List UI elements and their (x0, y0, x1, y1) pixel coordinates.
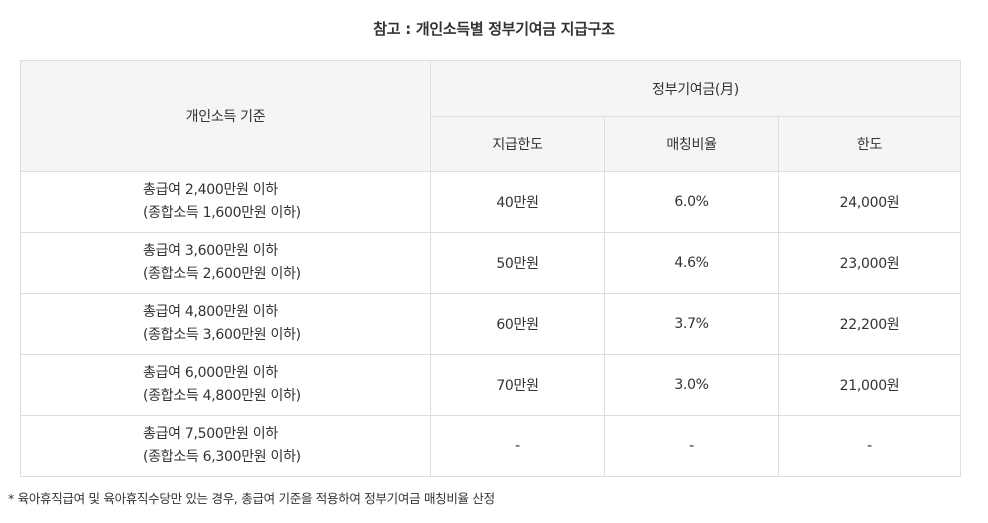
header-income-criteria: 개인소득 기준 (20, 60, 431, 172)
cap-cell: 24,000원 (778, 171, 961, 233)
header-cap: 한도 (778, 116, 961, 172)
matching-ratio-cell: - (604, 415, 779, 477)
payment-limit-cell: 60만원 (430, 293, 605, 355)
gross-salary-text: 총급여 7,500만원 이하 (143, 426, 278, 442)
table-row: 총급여 7,500만원 이하 (종합소득 6,300만원 이하) - - - (20, 415, 961, 477)
contribution-table: 개인소득 기준 정부기여금(月) 지급한도 매칭비율 한도 총급여 2,400만… (20, 60, 961, 477)
table-row: 총급여 6,000만원 이하 (종합소득 4,800만원 이하) 70만원 3.… (20, 354, 961, 416)
matching-ratio-cell: 4.6% (604, 232, 779, 294)
cap-cell: - (778, 415, 961, 477)
matching-ratio-cell: 3.0% (604, 354, 779, 416)
income-criteria-cell: 총급여 4,800만원 이하 (종합소득 3,600만원 이하) (20, 293, 431, 355)
gross-salary-text: 총급여 6,000만원 이하 (143, 365, 278, 381)
payment-limit-cell: 50만원 (430, 232, 605, 294)
total-income-text: (종합소득 4,800만원 이하) (143, 388, 301, 404)
matching-ratio-cell: 6.0% (604, 171, 779, 233)
matching-ratio-cell: 3.7% (604, 293, 779, 355)
payment-limit-cell: - (430, 415, 605, 477)
table-row: 총급여 2,400만원 이하 (종합소득 1,600만원 이하) 40만원 6.… (20, 171, 961, 233)
gross-salary-text: 총급여 4,800만원 이하 (143, 304, 278, 320)
total-income-text: (종합소득 3,600만원 이하) (143, 327, 301, 343)
payment-limit-cell: 70만원 (430, 354, 605, 416)
cap-cell: 21,000원 (778, 354, 961, 416)
footnote: * 육아휴직급여 및 육아휴직수당만 있는 경우, 총급여 기준을 적용하여 정… (8, 491, 495, 506)
header-payment-limit: 지급한도 (430, 116, 605, 172)
cap-cell: 22,200원 (778, 293, 961, 355)
table-row: 총급여 4,800만원 이하 (종합소득 3,600만원 이하) 60만원 3.… (20, 293, 961, 355)
payment-limit-cell: 40만원 (430, 171, 605, 233)
income-criteria-cell: 총급여 2,400만원 이하 (종합소득 1,600만원 이하) (20, 171, 431, 233)
header-matching-ratio: 매칭비율 (604, 116, 779, 172)
page-title: 참고 : 개인소득별 정부기여금 지급구조 (373, 20, 615, 38)
gross-salary-text: 총급여 2,400만원 이하 (143, 182, 278, 198)
income-criteria-cell: 총급여 3,600만원 이하 (종합소득 2,600만원 이하) (20, 232, 431, 294)
total-income-text: (종합소득 6,300만원 이하) (143, 449, 301, 465)
income-criteria-cell: 총급여 7,500만원 이하 (종합소득 6,300만원 이하) (20, 415, 431, 477)
cap-cell: 23,000원 (778, 232, 961, 294)
income-criteria-cell: 총급여 6,000만원 이하 (종합소득 4,800만원 이하) (20, 354, 431, 416)
total-income-text: (종합소득 2,600만원 이하) (143, 266, 301, 282)
total-income-text: (종합소득 1,600만원 이하) (143, 205, 301, 221)
table-row: 총급여 3,600만원 이하 (종합소득 2,600만원 이하) 50만원 4.… (20, 232, 961, 294)
header-government-contribution: 정부기여금(月) (430, 60, 961, 117)
gross-salary-text: 총급여 3,600만원 이하 (143, 243, 278, 259)
